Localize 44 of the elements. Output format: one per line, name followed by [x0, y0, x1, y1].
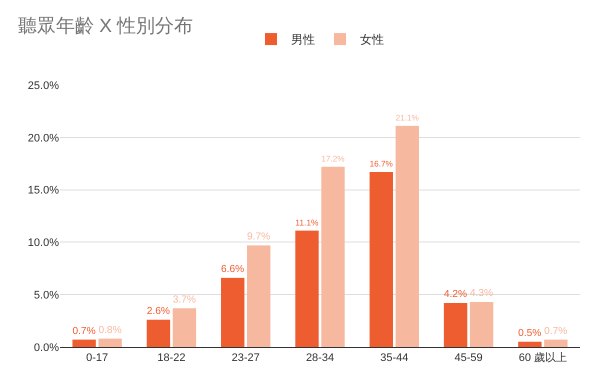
legend-label: 男性: [291, 32, 315, 47]
data-label: 17.2%: [321, 154, 345, 164]
data-label: 3.7%: [172, 294, 196, 306]
bar: [172, 308, 196, 347]
x-tick-label: 45-59: [454, 352, 483, 364]
bar: [470, 302, 494, 347]
data-label: 0.5%: [518, 328, 542, 339]
y-tick-label: 15.0%: [28, 184, 60, 197]
bar: [247, 245, 270, 347]
y-tick-label: 20.0%: [28, 132, 60, 144]
x-tick-label: 60 歲以上: [518, 351, 568, 364]
bar: [518, 342, 542, 347]
bar: [98, 338, 122, 347]
chart-title: 聽眾年齡 X 性別分布: [18, 16, 194, 38]
y-tick-label: 25.0%: [28, 80, 60, 92]
bar: [146, 320, 170, 347]
data-label: 16.7%: [370, 160, 393, 169]
data-label: 0.8%: [98, 324, 122, 336]
data-label: 21.1%: [396, 114, 419, 123]
bar: [295, 230, 319, 347]
data-label: 2.6%: [146, 306, 170, 317]
legend-label: 女性: [360, 32, 384, 47]
bar: [396, 126, 419, 347]
data-label: 0.7%: [544, 326, 568, 337]
x-tick-label: 35-44: [380, 352, 408, 364]
bar: [72, 340, 96, 347]
bar: [321, 166, 345, 347]
bar: [370, 172, 393, 347]
data-label: 9.7%: [247, 232, 270, 243]
x-tick-label: 0-17: [86, 352, 108, 364]
y-tick-label: 10.0%: [28, 237, 60, 250]
data-label: 4.3%: [470, 288, 494, 300]
bar: [221, 278, 244, 347]
data-label: 6.6%: [221, 264, 244, 276]
y-tick-label: 0.0%: [34, 342, 60, 354]
y-tick-label: 5.0%: [34, 289, 60, 302]
x-tick-label: 28-34: [306, 352, 334, 364]
data-label: 11.1%: [295, 217, 320, 228]
x-tick-label: 18-22: [157, 352, 186, 364]
data-label: 4.2%: [444, 289, 468, 300]
data-label: 0.7%: [72, 326, 96, 337]
bar: [544, 340, 568, 347]
x-tick-label: 23-27: [232, 352, 260, 364]
bar: [444, 302, 468, 347]
